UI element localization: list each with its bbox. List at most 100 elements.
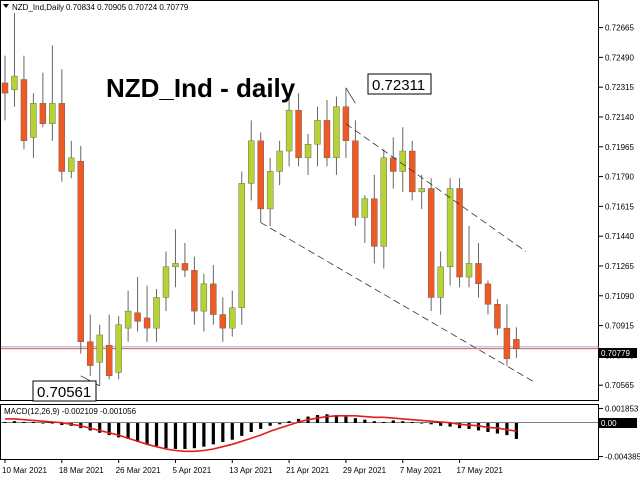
macd-histogram-bar [202,422,206,447]
axis-layer: 0.72665 0.72490 0.72315 0.72140 0.71965 0.717… [2,24,640,475]
bear-candle [219,314,227,329]
bear-candle [427,188,435,298]
macd-y-tick-label: 0.001853 [605,404,639,413]
bull-candle [124,310,132,329]
macd-histogram-bar [98,422,102,433]
macd-histogram-bar [41,422,45,424]
low-label-box [32,380,97,402]
macd-histogram-bar [278,422,282,425]
bear-candle [475,263,482,285]
macd-histogram-bar [230,422,234,440]
bear-candle [39,103,47,124]
y-tick-label: 0.71790 [605,173,634,182]
macd-histogram-bar [183,422,187,449]
bull-candle [153,297,160,329]
y-tick-label: 0.71440 [605,232,634,241]
bear-candle [323,120,331,159]
bear-candle [456,188,463,278]
macd-histogram-bar [3,421,7,423]
x-tick-label: 21 Apr 2021 [286,466,330,475]
y-tick-label: 0.71265 [605,262,634,271]
y-tick-label: 0.72140 [605,113,634,122]
y-tick-label: 0.71965 [605,143,634,152]
high-label-box [367,73,432,95]
macd-histogram-bar [88,422,92,431]
bull-candle [361,198,369,218]
macd-histogram-bar [249,422,253,432]
bear-candle [484,283,492,305]
macd-histogram-bar [401,421,405,423]
x-tick-label: 29 Apr 2021 [343,466,387,475]
bull-candle [229,307,236,329]
macd-histogram-bar [287,421,291,423]
collapse-triangle-icon[interactable] [3,4,9,8]
bull-candle [276,150,283,172]
macd-histogram-bar [296,418,301,423]
bull-candle [437,266,444,298]
bull-candle [68,157,75,172]
low-label: 0.70561 [37,384,91,401]
x-tick-label: 5 Apr 2021 [172,466,211,475]
current-price-label: 0.70779 [601,349,630,358]
bear-candle [1,82,9,94]
macd-histogram-bar [382,421,386,423]
bull-candle [49,103,56,124]
bull-candle [333,106,340,159]
x-tick-label: 26 Mar 2021 [116,466,161,475]
bull-candle [11,75,18,90]
bull-candle [96,334,103,363]
bear-candle [513,339,520,349]
bull-candle [465,263,473,278]
bear-candle [295,109,302,159]
macd-histogram-bar [117,422,121,438]
label-connector-line [345,87,356,104]
y-tick-label: 0.71090 [605,292,634,301]
bear-candle [134,312,141,322]
macd-signal-line [5,414,517,453]
macd-histogram-bar [268,422,272,426]
bear-candle [77,161,84,342]
y-tick-label: 0.72665 [605,24,634,33]
macd-histogram-bar [22,421,26,423]
x-tick-label: 10 Mar 2021 [2,466,47,475]
bear-candle [494,304,501,329]
macd-histogram-bar [334,415,339,423]
bear-candle [409,150,416,193]
x-tick-label: 17 May 2021 [457,466,504,475]
macd-histogram-bar [154,422,159,446]
bull-candle [314,120,321,145]
macd-histogram-bar [457,422,462,429]
channel-trendline [345,123,527,252]
bear-candle [390,157,397,172]
y-tick-label: 0.72490 [605,53,634,62]
macd-histogram-bar [420,422,424,424]
macd-histogram-bar [372,421,376,423]
price-series [1,13,599,387]
bear-candle [87,341,94,366]
bear-candle [191,270,198,312]
macd-histogram-bar [145,422,149,445]
y-tick-label: 0.70915 [605,322,634,331]
x-tick-label: 18 Mar 2021 [59,466,104,475]
macd-histogram-bar [135,422,140,443]
bear-candle [181,263,189,271]
macd-histogram-bar [391,420,395,423]
ohlc-readout: 0.70834 0.70905 0.70724 0.70779 [66,3,189,12]
bull-candle [266,171,274,210]
bear-candle [503,327,511,359]
x-tick-label: 7 May 2021 [400,466,442,475]
macd-label: MACD(12,26,9) -0.002109 -0.001056 [4,407,137,416]
x-tick-label: 13 Apr 2021 [229,466,273,475]
y-tick-label: 0.71615 [605,202,634,211]
bull-candle [304,144,312,159]
macd-histogram-bar [12,421,17,423]
macd-histogram-bar [192,422,196,449]
bull-candle [30,103,37,138]
bear-candle [143,317,151,329]
y-tick-label: 0.72315 [605,83,634,92]
bear-candle [352,140,359,218]
macd-histogram-bar [448,422,452,427]
macd-histogram-bar [164,422,168,449]
